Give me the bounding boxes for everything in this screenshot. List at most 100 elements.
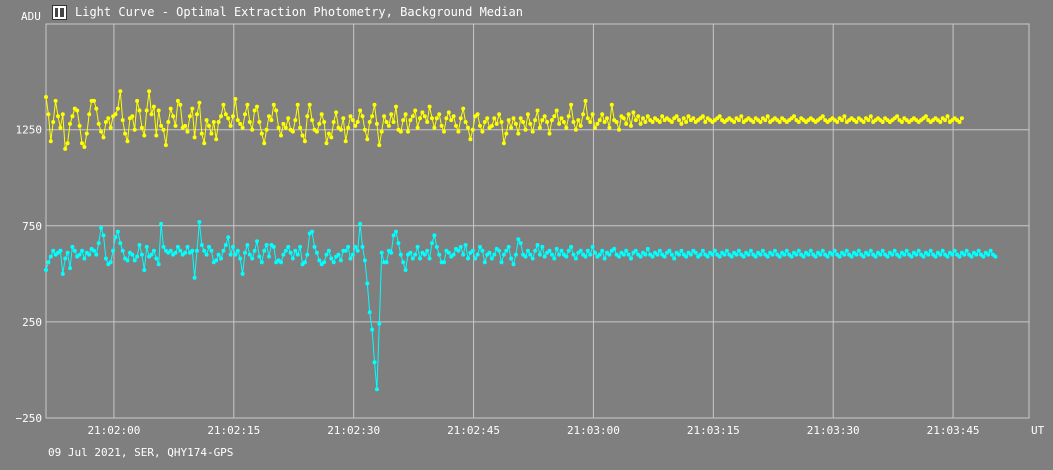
series-2-point <box>885 254 890 259</box>
series-1-point <box>758 120 763 124</box>
lightcurve-app-icon[interactable] <box>52 4 67 20</box>
series-1-point <box>267 114 271 119</box>
series-2-point <box>391 233 396 238</box>
y-tick-label: 750 <box>22 220 42 233</box>
series-2-point <box>489 256 494 261</box>
series-2-point <box>573 256 578 261</box>
series-2-point <box>46 260 51 265</box>
series-2-point <box>111 248 116 253</box>
series-1-point <box>216 120 221 124</box>
series-1-point <box>87 112 92 117</box>
series-1-point <box>391 120 396 124</box>
series-1-point <box>293 118 298 123</box>
series-1-point <box>660 114 665 119</box>
series-1-point <box>552 114 557 119</box>
series-1-point <box>183 123 188 128</box>
series-1-point <box>410 114 415 119</box>
series-1-point <box>645 114 650 119</box>
series-2-point <box>700 248 705 253</box>
x-tick-label: 21:02:00 <box>87 424 140 437</box>
series-2-point <box>466 256 470 261</box>
series-2-point <box>231 244 235 249</box>
series-2-point <box>710 252 715 257</box>
series-2-point <box>310 229 315 234</box>
series-1-point <box>276 125 281 130</box>
series-2-point <box>849 254 854 259</box>
series-1-point <box>168 106 173 111</box>
series-1-point <box>314 129 319 134</box>
series-1-point <box>422 114 427 119</box>
series-1-point <box>739 114 744 119</box>
series-1-point <box>322 120 327 124</box>
series-1-point <box>525 112 530 117</box>
series-2-point <box>257 254 262 259</box>
series-1-point <box>938 120 943 124</box>
series-2-point <box>458 244 463 249</box>
series-1-point <box>501 141 506 146</box>
series-1-point <box>305 114 310 119</box>
series-1-point <box>446 110 451 115</box>
series-2-point <box>372 360 377 365</box>
series-2-point <box>396 241 401 246</box>
series-1-point <box>101 135 106 140</box>
series-2-point <box>844 248 849 253</box>
series-1-point <box>199 131 204 136</box>
series-2-point <box>44 268 48 272</box>
series-1-point <box>326 131 331 136</box>
series-1-point <box>135 98 140 103</box>
series-2-point <box>168 248 173 253</box>
series-1-point <box>75 108 80 113</box>
series-2-point <box>156 262 161 267</box>
series-1-point <box>190 106 195 111</box>
series-2-point <box>92 248 96 253</box>
series-1-point <box>192 135 197 140</box>
series-2-point <box>878 252 883 257</box>
series-1-point <box>166 120 171 124</box>
series-1-point <box>765 114 770 119</box>
series-1-point <box>219 114 223 119</box>
series-1-point <box>139 125 144 130</box>
series-1-point <box>113 112 118 117</box>
series-2-point <box>633 248 638 253</box>
series-1-point <box>583 98 588 103</box>
series-1-point <box>959 116 964 121</box>
series-1-point <box>691 116 696 121</box>
series-2-point <box>988 248 993 253</box>
series-1-point <box>92 98 96 103</box>
series-2-point <box>806 252 811 257</box>
series-1-point <box>945 114 950 119</box>
series-2-point <box>77 252 82 257</box>
x-tick-label: 21:02:15 <box>207 424 260 437</box>
series-1-point <box>247 120 252 124</box>
series-1-point <box>173 123 178 128</box>
x-tick-label: 21:02:45 <box>447 424 500 437</box>
series-1-point <box>82 145 87 149</box>
series-1-point <box>439 123 444 128</box>
series-2-point <box>650 254 655 259</box>
y-tick-label: 250 <box>22 316 42 329</box>
series-1-point <box>271 102 276 107</box>
series-1-point <box>569 102 574 107</box>
series-1-point <box>255 104 259 109</box>
series-2-point <box>617 254 621 259</box>
series-2-point <box>801 254 806 259</box>
series-2-point <box>365 281 370 286</box>
footer-info: 09 Jul 2021, SER, QHY174-GPS <box>48 446 234 459</box>
plot-area[interactable] <box>45 23 1030 419</box>
series-2-point <box>588 252 593 257</box>
series-2-point <box>842 252 847 257</box>
series-1-point <box>382 114 387 119</box>
series-2-point <box>408 250 413 255</box>
series-1-point <box>588 120 593 124</box>
series-1-point <box>161 127 166 132</box>
series-2-point <box>712 248 717 253</box>
series-2-point <box>379 250 384 255</box>
series-1-point <box>298 125 303 130</box>
series-2-point <box>528 252 533 257</box>
series-1-point <box>178 102 183 107</box>
series-1-point <box>231 114 235 119</box>
series-1-point <box>470 127 475 132</box>
series-1-point <box>820 114 825 119</box>
series-2-point <box>511 262 516 267</box>
series-2-point <box>564 254 569 259</box>
